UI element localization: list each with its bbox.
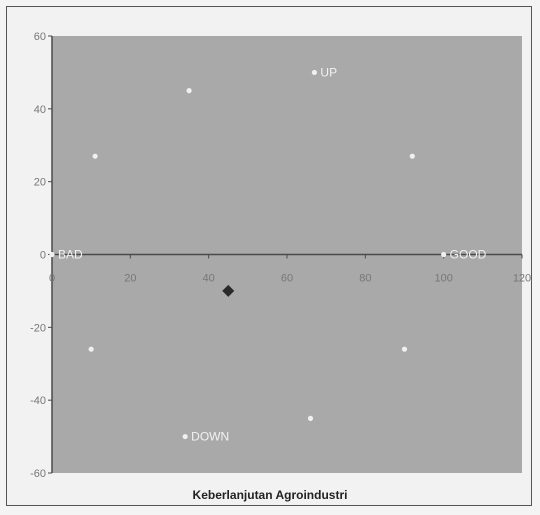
data-point-label: GOOD	[450, 248, 487, 262]
data-point	[307, 415, 314, 421]
x-tick-label: 20	[124, 273, 136, 285]
x-tick-label: 100	[434, 273, 452, 285]
data-point-label: BAD	[58, 248, 83, 262]
y-tick-label: -40	[30, 395, 46, 407]
y-tick-label: -60	[30, 468, 46, 480]
data-point-label: UP	[320, 65, 337, 79]
data-point-label: DOWN	[191, 430, 229, 444]
x-tick-label: 80	[359, 273, 371, 285]
data-point	[441, 251, 447, 258]
diamond-point	[222, 284, 235, 297]
x-tick-label: 40	[203, 273, 215, 285]
x-tick-label: 60	[281, 273, 293, 285]
data-point	[182, 433, 188, 440]
data-point	[311, 69, 318, 76]
y-tick-label: 0	[40, 250, 46, 262]
data-point	[92, 153, 98, 159]
x-axis-label: Keberlanjutan Agroindustri	[192, 488, 348, 502]
data-point	[401, 346, 408, 352]
data-point	[186, 88, 192, 94]
y-tick-label: 60	[34, 31, 46, 43]
y-tick-label: 40	[34, 104, 46, 116]
x-tick-label: 120	[513, 273, 531, 285]
x-tick-label: 0	[49, 273, 55, 285]
y-tick-label: -20	[30, 322, 46, 334]
y-tick-label: 20	[34, 177, 46, 189]
data-point	[49, 251, 55, 258]
data-point	[409, 153, 415, 159]
data-point	[88, 346, 94, 352]
